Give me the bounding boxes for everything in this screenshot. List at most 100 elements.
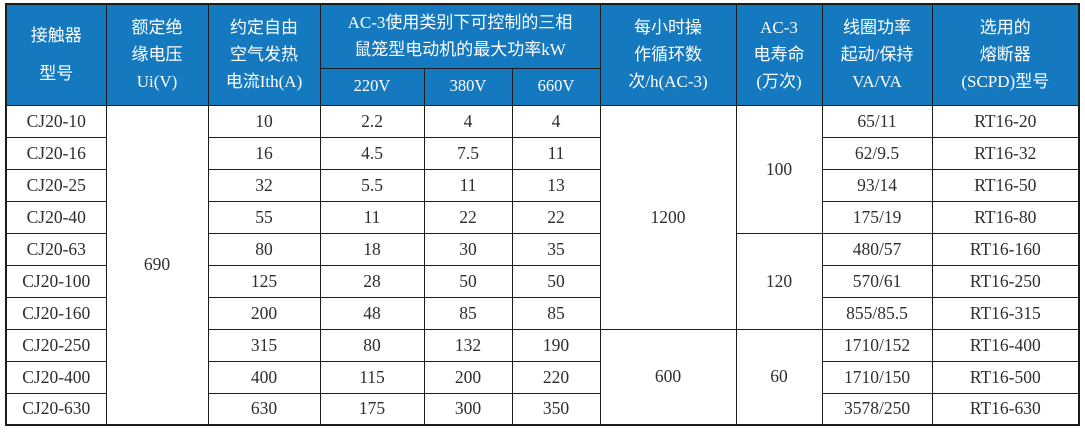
kw660-cell: 13 [511, 168, 601, 202]
kw660-cell: 350 [511, 392, 601, 426]
coil-cell: 62/9.5 [821, 136, 933, 170]
kw380-cell: 7.5 [423, 136, 513, 170]
kw380-cell: 300 [423, 392, 513, 426]
coil-cell: 855/85.5 [821, 296, 933, 330]
cycles-cell: 1200 [599, 104, 737, 330]
model-cell: CJ20-400 [5, 360, 107, 394]
kw660-cell: 4 [511, 104, 601, 138]
fuse-cell: RT16-250 [931, 264, 1080, 298]
header-insulation-voltage: 额定绝 缘电压 Ui(V) [105, 3, 209, 106]
kw380-cell: 30 [423, 232, 513, 266]
kw220-cell: 4.5 [319, 136, 425, 170]
kw220-cell: 175 [319, 392, 425, 426]
table-row: CJ20-63 80 18 30 35 120 480/57 RT16-160 [5, 232, 1080, 330]
ith-cell: 400 [207, 360, 321, 394]
table-row: CJ20-100 125 28 50 50 570/61 RT16-250 [5, 264, 1080, 298]
kw220-cell: 18 [319, 232, 425, 266]
cycles-cell: 600 [599, 328, 737, 426]
coil-cell: 1710/150 [821, 360, 933, 394]
ith-cell: 10 [207, 104, 321, 138]
header-ac3-power-group: AC-3使用类别下可控制的三相 鼠笼型电动机的最大功率kW [319, 3, 601, 69]
header-model: 接触器 型号 [5, 3, 107, 106]
header-row-main: 接触器 型号 额定绝 缘电压 Ui(V) 约定自由 空气发热 电流Ith(A) … [5, 3, 1080, 106]
coil-cell: 570/61 [821, 264, 933, 298]
kw660-cell: 220 [511, 360, 601, 394]
ith-cell: 16 [207, 136, 321, 170]
table-row: CJ20-400 400 115 200 220 1710/150 RT16-5… [5, 360, 1080, 394]
fuse-cell: RT16-160 [931, 232, 1080, 266]
ith-cell: 55 [207, 200, 321, 234]
kw220-cell: 48 [319, 296, 425, 330]
coil-cell: 93/14 [821, 168, 933, 202]
coil-cell: 3578/250 [821, 392, 933, 426]
ith-cell: 630 [207, 392, 321, 426]
header-cycles-per-hour: 每小时操 作循环数 次/h(AC-3) [599, 3, 737, 106]
life-cell: 120 [735, 232, 823, 330]
ith-cell: 200 [207, 296, 321, 330]
table-row: CJ20-10 690 10 2.2 4 4 1200 100 65/11 RT… [5, 104, 1080, 426]
model-cell: CJ20-250 [5, 328, 107, 362]
fuse-cell: RT16-20 [931, 104, 1080, 138]
kw220-cell: 11 [319, 200, 425, 234]
header-660v: 660V [511, 67, 601, 106]
table-row: CJ20-160 200 48 85 85 855/85.5 RT16-315 [5, 296, 1080, 330]
model-cell: CJ20-10 [5, 104, 107, 138]
ith-cell: 32 [207, 168, 321, 202]
header-electrical-life: AC-3 电寿命 (万次) [735, 3, 823, 106]
fuse-cell: RT16-80 [931, 200, 1080, 234]
table-row: CJ20-250 315 80 132 190 600 60 1710/152 … [5, 328, 1080, 426]
fuse-cell: RT16-315 [931, 296, 1080, 330]
life-cell: 60 [735, 328, 823, 426]
kw660-cell: 50 [511, 264, 601, 298]
kw660-cell: 22 [511, 200, 601, 234]
table-row: CJ20-25 32 5.5 11 13 93/14 RT16-50 [5, 168, 1080, 202]
table-row: CJ20-630 630 175 300 350 3578/250 RT16-6… [5, 392, 1080, 426]
kw660-cell: 35 [511, 232, 601, 266]
fuse-cell: RT16-400 [931, 328, 1080, 362]
kw220-cell: 2.2 [319, 104, 425, 138]
kw220-cell: 80 [319, 328, 425, 362]
ith-cell: 125 [207, 264, 321, 298]
model-cell: CJ20-16 [5, 136, 107, 170]
kw380-cell: 200 [423, 360, 513, 394]
fuse-cell: RT16-50 [931, 168, 1080, 202]
kw380-cell: 22 [423, 200, 513, 234]
kw380-cell: 132 [423, 328, 513, 362]
model-cell: CJ20-100 [5, 264, 107, 298]
fuse-cell: RT16-32 [931, 136, 1080, 170]
coil-cell: 175/19 [821, 200, 933, 234]
kw660-cell: 11 [511, 136, 601, 170]
fuse-cell: RT16-630 [931, 392, 1080, 426]
model-cell: CJ20-160 [5, 296, 107, 330]
kw380-cell: 11 [423, 168, 513, 202]
kw660-cell: 190 [511, 328, 601, 362]
coil-cell: 65/11 [821, 104, 933, 138]
model-cell: CJ20-630 [5, 392, 107, 426]
header-row-sub: 220V 380V 660V [6, 67, 1079, 106]
header-fuse-model: 选用的 熔断器 (SCPD)型号 [931, 3, 1080, 106]
ith-cell: 80 [207, 232, 321, 266]
fuse-cell: RT16-500 [931, 360, 1080, 394]
table-row: CJ20-40 55 11 22 22 175/19 RT16-80 [5, 200, 1080, 234]
model-cell: CJ20-40 [5, 200, 107, 234]
header-220v: 220V [319, 67, 425, 106]
model-cell: CJ20-25 [5, 168, 107, 202]
coil-cell: 1710/152 [821, 328, 933, 362]
kw220-cell: 28 [319, 264, 425, 298]
insulation-voltage-cell: 690 [105, 104, 209, 426]
ith-cell: 315 [207, 328, 321, 362]
kw220-cell: 115 [319, 360, 425, 394]
kw380-cell: 50 [423, 264, 513, 298]
kw380-cell: 4 [423, 104, 513, 138]
coil-cell: 480/57 [821, 232, 933, 266]
kw660-cell: 85 [511, 296, 601, 330]
header-coil-power: 线圈功率 起动/保持 VA/VA [821, 3, 933, 106]
model-cell: CJ20-63 [5, 232, 107, 266]
cj20-spec-table: 接触器 型号 额定绝 缘电压 Ui(V) 约定自由 空气发热 电流Ith(A) … [5, 3, 1081, 426]
table-row: CJ20-16 16 4.5 7.5 11 62/9.5 RT16-32 [5, 136, 1080, 170]
life-cell: 100 [735, 104, 823, 234]
header-thermal-current: 约定自由 空气发热 电流Ith(A) [207, 3, 321, 106]
header-380v: 380V [423, 67, 513, 106]
kw380-cell: 85 [423, 296, 513, 330]
